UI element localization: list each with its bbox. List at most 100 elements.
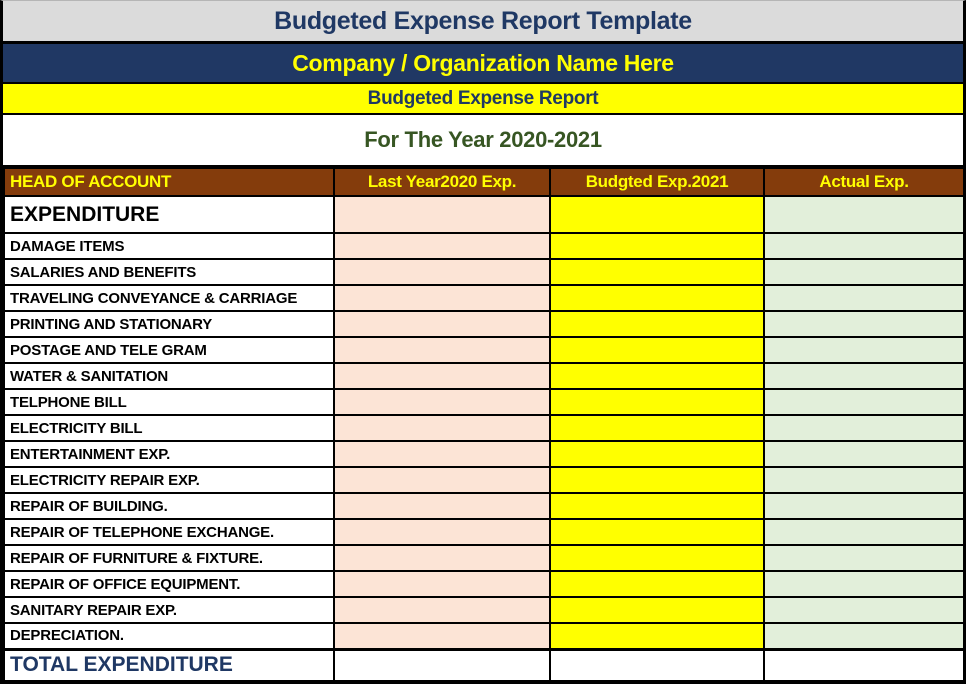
table-row: ELECTRICITY BILL	[3, 414, 965, 442]
cell-last-year[interactable]	[333, 195, 551, 234]
cell-budgeted[interactable]	[549, 570, 765, 598]
table-row: TRAVELING CONVEYANCE & CARRIAGE	[3, 284, 965, 312]
cell-budgeted[interactable]	[549, 388, 765, 416]
cell-actual[interactable]	[763, 336, 965, 364]
cell-last-year[interactable]	[333, 570, 551, 598]
cell-budgeted[interactable]	[549, 622, 765, 650]
cell-actual[interactable]	[763, 232, 965, 260]
table-row: WATER & SANITATION	[3, 362, 965, 390]
cell-last-year[interactable]	[333, 440, 551, 468]
total-row: TOTAL EXPENDITURE	[3, 647, 965, 682]
cell-budgeted[interactable]	[549, 544, 765, 572]
cell-last-year[interactable]	[333, 622, 551, 650]
row-label: WATER & SANITATION	[3, 362, 335, 390]
report-period: For The Year 2020-2021	[3, 115, 963, 167]
cell-budgeted[interactable]	[549, 195, 765, 234]
cell-last-year[interactable]	[333, 310, 551, 338]
cell-budgeted[interactable]	[549, 284, 765, 312]
cell-last-year[interactable]	[333, 518, 551, 546]
column-header-head-of-account: HEAD OF ACCOUNT	[3, 167, 335, 197]
cell-actual[interactable]	[763, 518, 965, 546]
column-header-actual-exp: Actual Exp.	[763, 167, 965, 197]
table-row: PRINTING AND STATIONARY	[3, 310, 965, 338]
table-row: DAMAGE ITEMS	[3, 232, 965, 260]
cell-actual[interactable]	[763, 414, 965, 442]
cell-actual[interactable]	[763, 466, 965, 494]
cell-budgeted[interactable]	[549, 596, 765, 624]
table-row: REPAIR OF OFFICE EQUIPMENT.	[3, 570, 965, 598]
cell-actual[interactable]	[763, 310, 965, 338]
row-label: TRAVELING CONVEYANCE & CARRIAGE	[3, 284, 335, 312]
cell-actual[interactable]	[763, 388, 965, 416]
table-row: POSTAGE AND TELE GRAM	[3, 336, 965, 364]
cell-last-year[interactable]	[333, 258, 551, 286]
cell-budgeted[interactable]	[549, 440, 765, 468]
table-row: DEPRECIATION.	[3, 622, 965, 650]
row-label: ENTERTAINMENT EXP.	[3, 440, 335, 468]
cell-actual[interactable]	[763, 362, 965, 390]
table-row: REPAIR OF BUILDING.	[3, 492, 965, 520]
row-label: REPAIR OF BUILDING.	[3, 492, 335, 520]
total-label: TOTAL EXPENDITURE	[3, 647, 335, 682]
cell-last-year[interactable]	[333, 388, 551, 416]
cell-last-year[interactable]	[333, 336, 551, 364]
total-last-year-cell[interactable]	[333, 647, 551, 682]
cell-actual[interactable]	[763, 544, 965, 572]
row-label: POSTAGE AND TELE GRAM	[3, 336, 335, 364]
cell-last-year[interactable]	[333, 362, 551, 390]
cell-budgeted[interactable]	[549, 232, 765, 260]
cell-budgeted[interactable]	[549, 336, 765, 364]
cell-actual[interactable]	[763, 284, 965, 312]
section-title: EXPENDITURE	[3, 195, 335, 234]
row-label: DAMAGE ITEMS	[3, 232, 335, 260]
total-budgeted-cell[interactable]	[549, 647, 765, 682]
cell-budgeted[interactable]	[549, 518, 765, 546]
cell-actual[interactable]	[763, 622, 965, 650]
row-label: REPAIR OF TELEPHONE EXCHANGE.	[3, 518, 335, 546]
row-label: PRINTING AND STATIONARY	[3, 310, 335, 338]
row-label: REPAIR OF FURNITURE & FIXTURE.	[3, 544, 335, 572]
cell-actual[interactable]	[763, 596, 965, 624]
cell-budgeted[interactable]	[549, 414, 765, 442]
page-title: Budgeted Expense Report Template	[3, 1, 963, 44]
cell-budgeted[interactable]	[549, 492, 765, 520]
column-header-last-year-exp: Last Year2020 Exp.	[333, 167, 551, 197]
table-row: SANITARY REPAIR EXP.	[3, 596, 965, 624]
cell-last-year[interactable]	[333, 284, 551, 312]
cell-last-year[interactable]	[333, 544, 551, 572]
cell-budgeted[interactable]	[549, 310, 765, 338]
row-label: SALARIES AND BENEFITS	[3, 258, 335, 286]
column-header-budgeted-exp: Budgted Exp.2021	[549, 167, 765, 197]
table-header-row: HEAD OF ACCOUNT Last Year2020 Exp. Budgt…	[3, 167, 965, 197]
cell-actual[interactable]	[763, 492, 965, 520]
row-label: DEPRECIATION.	[3, 622, 335, 650]
total-actual-cell[interactable]	[763, 647, 965, 682]
cell-actual[interactable]	[763, 440, 965, 468]
expense-table: HEAD OF ACCOUNT Last Year2020 Exp. Budgt…	[3, 167, 965, 682]
cell-last-year[interactable]	[333, 492, 551, 520]
cell-budgeted[interactable]	[549, 258, 765, 286]
cell-budgeted[interactable]	[549, 362, 765, 390]
table-row: ELECTRICITY REPAIR EXP.	[3, 466, 965, 494]
cell-last-year[interactable]	[333, 596, 551, 624]
cell-budgeted[interactable]	[549, 466, 765, 494]
cell-actual[interactable]	[763, 258, 965, 286]
section-header-row: EXPENDITURE	[3, 195, 965, 234]
cell-last-year[interactable]	[333, 232, 551, 260]
cell-actual[interactable]	[763, 570, 965, 598]
row-label: ELECTRICITY REPAIR EXP.	[3, 466, 335, 494]
cell-last-year[interactable]	[333, 466, 551, 494]
row-label: TELPHONE BILL	[3, 388, 335, 416]
table-row: REPAIR OF TELEPHONE EXCHANGE.	[3, 518, 965, 546]
row-label: REPAIR OF OFFICE EQUIPMENT.	[3, 570, 335, 598]
row-label: ELECTRICITY BILL	[3, 414, 335, 442]
cell-last-year[interactable]	[333, 414, 551, 442]
table-row: SALARIES AND BENEFITS	[3, 258, 965, 286]
table-row: TELPHONE BILL	[3, 388, 965, 416]
row-label: SANITARY REPAIR EXP.	[3, 596, 335, 624]
company-name-banner: Company / Organization Name Here	[3, 44, 963, 84]
cell-actual[interactable]	[763, 195, 965, 234]
report-title-banner: Budgeted Expense Report	[3, 84, 963, 115]
table-row: REPAIR OF FURNITURE & FIXTURE.	[3, 544, 965, 572]
